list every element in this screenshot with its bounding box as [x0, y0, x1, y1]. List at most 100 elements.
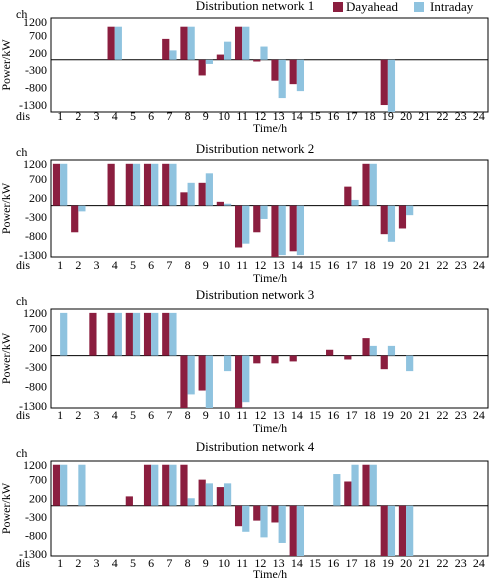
- x-tick-label: 23: [455, 258, 467, 272]
- x-tick-label: 13: [273, 408, 285, 422]
- bar-intraday: [151, 312, 159, 356]
- x-tick-label: 24: [473, 556, 485, 570]
- bar-intraday: [333, 474, 341, 506]
- x-tick-label: 9: [203, 109, 209, 123]
- x-tick-label: 10: [218, 556, 230, 570]
- y-tick-label: 700: [29, 473, 47, 487]
- bar-intraday: [406, 355, 414, 372]
- y-corner-label: ch: [16, 446, 27, 460]
- bar-dayahead: [143, 163, 152, 206]
- bar-intraday: [223, 41, 232, 60]
- x-tick-label: 9: [203, 408, 209, 422]
- y-tick-label: -1300: [19, 547, 47, 561]
- x-tick-label: 21: [418, 258, 430, 272]
- x-tick-label: 8: [185, 109, 191, 123]
- x-tick-label: 1: [57, 556, 63, 570]
- y-axis-title: Power/kW: [0, 182, 13, 234]
- bar-dayahead: [107, 163, 115, 206]
- bar-dayahead: [380, 355, 388, 370]
- x-tick-label: 4: [112, 556, 118, 570]
- bar-dayahead: [234, 355, 243, 408]
- bar-intraday: [60, 163, 68, 206]
- x-tick-label: 3: [94, 109, 100, 123]
- bar-dayahead: [125, 496, 133, 506]
- bar-dayahead: [143, 464, 152, 506]
- bar-intraday: [351, 199, 359, 206]
- x-tick-label: 17: [345, 258, 357, 272]
- x-tick-label: 2: [75, 556, 81, 570]
- bar-dayahead: [180, 464, 188, 506]
- y-tick-label: 1200: [23, 15, 47, 29]
- bar-intraday: [296, 505, 305, 556]
- bar-dayahead: [162, 163, 170, 206]
- x-tick-label: 13: [273, 556, 285, 570]
- x-tick-label: 17: [345, 556, 357, 570]
- x-tick-label: 24: [473, 258, 485, 272]
- bar-dayahead: [380, 505, 388, 556]
- bar-dayahead: [162, 464, 170, 506]
- x-tick-label: 11: [236, 408, 248, 422]
- panel-title: Distribution network 4: [196, 439, 315, 454]
- bar-dayahead: [180, 26, 188, 60]
- bar-dayahead: [289, 59, 297, 85]
- y-axis-title: Power/kW: [0, 332, 13, 384]
- bar-dayahead: [362, 338, 370, 356]
- bar-dayahead: [289, 355, 297, 362]
- bar-intraday: [223, 483, 232, 506]
- plot-frame: [50, 17, 489, 113]
- x-tick-label: 10: [218, 258, 230, 272]
- bar-dayahead: [271, 59, 279, 81]
- bar-intraday: [187, 498, 195, 506]
- panel-title: Distribution network 1: [196, 0, 314, 13]
- legend-label-intraday: Intraday: [430, 0, 474, 14]
- bar-intraday: [260, 505, 268, 538]
- bar-intraday: [205, 355, 213, 408]
- bar-intraday: [242, 505, 250, 532]
- x-tick-label: 1: [57, 408, 63, 422]
- x-tick-label: 7: [166, 258, 172, 272]
- x-tick-label: 17: [345, 109, 357, 123]
- x-tick-label: 7: [166, 556, 172, 570]
- plot-frame: [50, 460, 489, 557]
- y-tick-label: -1300: [19, 98, 47, 112]
- bar-intraday: [369, 163, 377, 206]
- bar-intraday: [387, 59, 396, 112]
- bar-dayahead: [89, 312, 97, 356]
- y-tick-label: -1300: [19, 248, 47, 262]
- bar-intraday: [114, 26, 122, 60]
- bar-intraday: [387, 205, 396, 242]
- bar-dayahead: [253, 205, 261, 233]
- bar-intraday: [205, 173, 213, 206]
- bar-intraday: [406, 205, 414, 216]
- x-tick-label: 2: [75, 408, 81, 422]
- bar-dayahead: [271, 205, 279, 257]
- bar-intraday: [242, 205, 250, 244]
- x-tick-label: 20: [400, 109, 412, 123]
- x-tick-label: 21: [418, 408, 430, 422]
- x-tick-label: 20: [400, 258, 412, 272]
- bar-intraday: [169, 163, 177, 206]
- x-corner-label: dis: [16, 258, 30, 272]
- x-tick-label: 18: [364, 109, 376, 123]
- x-tick-label: 22: [436, 408, 448, 422]
- x-tick-label: 11: [236, 556, 248, 570]
- bar-intraday: [223, 203, 232, 206]
- y-tick-label: -800: [25, 229, 47, 243]
- panel-title: Distribution network 2: [196, 141, 314, 156]
- bar-dayahead: [125, 163, 133, 206]
- x-tick-label: 22: [436, 109, 448, 123]
- x-tick-label: 7: [166, 109, 172, 123]
- bar-intraday: [151, 163, 159, 206]
- bar-dayahead: [234, 205, 243, 248]
- x-tick-label: 23: [455, 109, 467, 123]
- x-tick-label: 12: [254, 258, 266, 272]
- x-axis-title: Time/h: [253, 421, 287, 435]
- bar-intraday: [242, 26, 250, 60]
- bar-dayahead: [71, 205, 79, 233]
- x-tick-label: 21: [418, 556, 430, 570]
- bar-intraday: [242, 355, 250, 403]
- x-tick-label: 8: [185, 258, 191, 272]
- y-tick-label: 200: [29, 491, 47, 505]
- x-tick-label: 14: [291, 408, 303, 422]
- x-tick-label: 20: [400, 408, 412, 422]
